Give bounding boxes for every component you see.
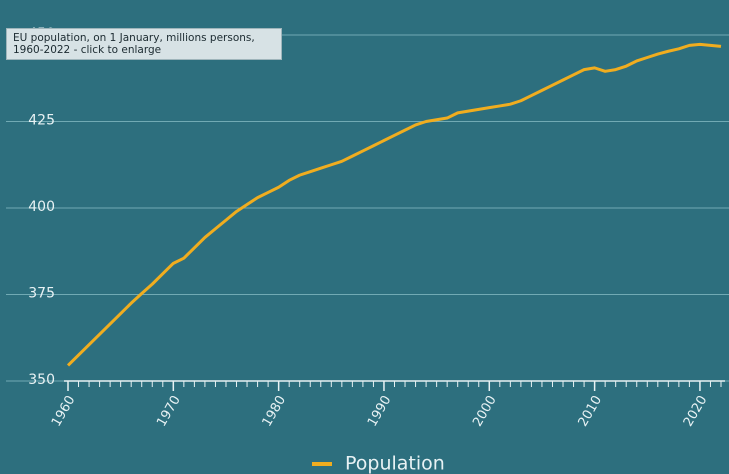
x-tick-label: 1960 <box>49 393 79 429</box>
x-tick-label: 1990 <box>365 393 395 429</box>
y-tick-label: 400 <box>28 199 55 215</box>
y-tick-label: 425 <box>28 113 55 129</box>
x-tick-label: 2010 <box>576 393 606 429</box>
x-tick-label: 2000 <box>470 393 500 429</box>
tooltip-line: EU population, on 1 January, millions pe… <box>13 32 255 44</box>
y-tick-label: 350 <box>28 372 55 388</box>
legend-label: Population <box>345 453 445 474</box>
series-line <box>66 42 722 367</box>
x-tick-label: 2020 <box>681 393 711 429</box>
x-tick-label: 1970 <box>154 393 184 429</box>
tooltip-line: 1960-2022 - click to enlarge <box>13 44 162 56</box>
tooltip[interactable]: EU population, on 1 January, millions pe… <box>6 28 282 60</box>
y-tick-label: 375 <box>28 286 55 302</box>
x-tick-label: 1980 <box>260 393 290 429</box>
